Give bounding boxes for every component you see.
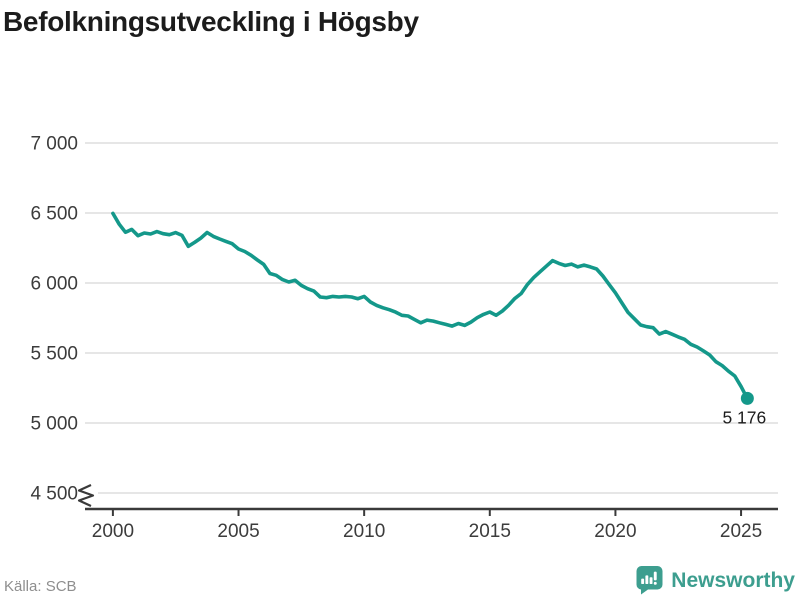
y-axis-tick-label: 5 000 xyxy=(30,414,78,435)
population-line xyxy=(111,211,750,401)
x-axis-tick-label: 2000 xyxy=(92,521,134,542)
x-axis-tick-label: 2025 xyxy=(720,521,762,542)
end-point-marker xyxy=(740,391,754,405)
y-axis-tick-label: 6 500 xyxy=(30,204,78,225)
newsworthy-wordmark: Newsworthy xyxy=(671,568,795,592)
end-value-label: 5 176 xyxy=(722,407,766,427)
x-axis-tick-label: 2010 xyxy=(343,521,385,542)
x-axis-tick-label: 2020 xyxy=(594,521,636,542)
x-axis-tick-label: 2015 xyxy=(469,521,511,542)
y-axis-break-icon xyxy=(77,484,95,507)
newsworthy-brand-link[interactable]: Newsworthy xyxy=(636,566,795,595)
x-axis-tick-label: 2005 xyxy=(217,521,259,542)
source-note: Källa: SCB xyxy=(4,578,77,595)
y-axis-tick-label: 6 000 xyxy=(30,274,78,295)
newsworthy-logo-icon xyxy=(636,566,663,595)
y-axis-tick-label: 4 500 xyxy=(30,484,78,505)
y-axis-tick-label: 7 000 xyxy=(30,134,78,155)
y-axis-tick-label: 5 500 xyxy=(30,344,78,365)
chart-title: Befolkningsutveckling i Högsby xyxy=(3,6,419,37)
